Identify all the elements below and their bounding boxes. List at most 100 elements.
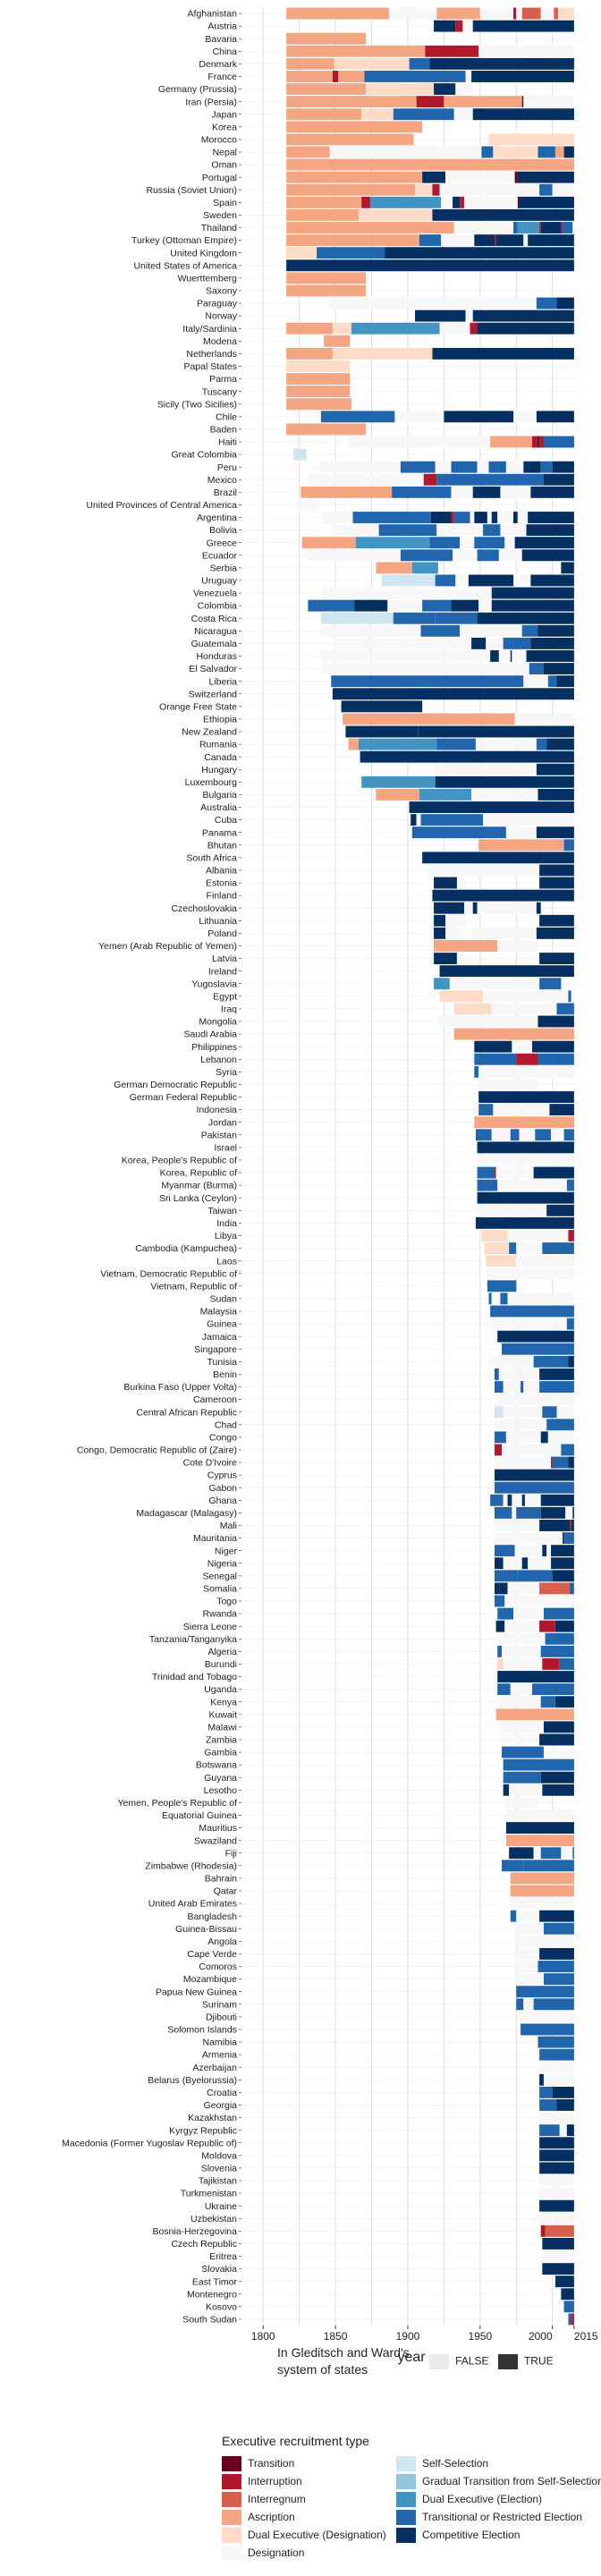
x-tick-label: 2015 [574,2330,598,2343]
state-segment [439,322,470,335]
state-segment [427,864,465,877]
state-segment [528,234,574,247]
state-segment [568,1355,574,1368]
state-segment [549,1104,574,1116]
state-label: Korea, Republic of [160,1168,237,1179]
state-segment [332,524,379,537]
state-segment [571,2313,574,2326]
state-label: Djibouti [206,2012,237,2022]
state-segment [286,222,454,233]
state-segment [539,2174,574,2187]
state-segment [554,146,564,158]
state-segment [542,2250,574,2262]
state-segment [422,171,445,183]
state-segment [538,436,540,448]
state-segment [361,108,394,121]
legend-key-label: Ascription [248,2511,295,2523]
state-segment [286,7,389,20]
state-segment [540,1771,574,1784]
state-segment [572,1506,574,1519]
state-segment [543,1607,574,1620]
state-segment [486,1267,574,1280]
state-segment [561,1444,574,1456]
state-segment [510,1897,574,1910]
state-segment [556,2099,574,2111]
state-segment [460,537,475,549]
state-segment [477,612,574,624]
state-segment [460,524,484,537]
legend-key-item: Designation [222,2544,396,2562]
state-label: Surinam [202,1999,237,2010]
state-segment [500,1292,508,1305]
state-segment [500,486,531,498]
state-segment [286,373,351,386]
state-segment [456,953,466,965]
state-label: Turkey (Ottoman Empire) [131,235,237,246]
state-segment [435,461,452,473]
state-segment [539,2061,574,2073]
state-label: Tunisia [207,1357,238,1368]
state-segment [420,814,484,826]
state-segment [539,978,562,990]
state-segment [338,71,365,82]
state-segment [539,953,574,965]
state-segment [517,512,529,523]
state-segment [472,108,574,121]
state-segment [332,71,339,82]
state-label: Turkmenistan [181,2189,237,2199]
state-segment [366,83,435,96]
state-segment [434,927,445,939]
legend-column-left: Transition Interruption Interregnum Ascript… [222,2454,396,2562]
state-label: United Kingdom [170,248,237,258]
state-label: Niger [215,1546,238,1556]
state-segment [425,45,479,57]
state-segment [504,537,515,549]
state-segment [455,83,473,96]
state-segment [354,599,388,612]
state-label: Papua New Guinea [156,1987,237,1997]
state-segment [434,953,457,965]
state-label: Switzerland [189,689,237,699]
state-segment [435,574,456,587]
state-segment [536,927,574,939]
state-segment [551,1456,553,1469]
state-segment [449,978,473,990]
state-segment [392,486,452,498]
state-segment [495,234,524,247]
legend-key-swatch [396,2510,416,2526]
state-label: Slovakia [201,2264,237,2275]
state-segment [400,461,436,473]
legend-key-label: Dual Executive (Designation) [248,2529,386,2541]
state-label: Cameroon [193,1394,237,1405]
state-label: Benin [213,1369,237,1380]
state-segment [474,512,487,523]
state-segment [434,877,457,889]
state-segment [419,788,472,801]
state-label: Greece [207,538,238,548]
state-label: Sweden [203,210,237,221]
state-segment [381,574,436,587]
state-segment [286,158,574,171]
state-segment [409,801,574,813]
state-segment [434,940,498,952]
state-segment [545,1632,574,1645]
state-segment [456,436,491,448]
state-segment [334,637,472,649]
state-segment [556,1406,574,1419]
state-segment [491,1292,501,1305]
state-segment [361,775,436,788]
state-segment [419,234,442,247]
state-label: Vietnam, Republic of [150,1281,237,1292]
state-segment [509,1847,534,1860]
state-label: Guatemala [191,639,238,649]
state-segment [516,1986,574,1998]
state-segment [465,71,472,82]
state-segment [286,96,417,108]
state-segment [472,978,540,990]
state-segment [516,1973,544,1986]
state-segment [494,234,496,247]
state-label: Ireland [208,966,237,977]
legend-key-item: Dual Executive (Election) [396,2490,571,2508]
state-label: Uzbekistan [190,2214,237,2224]
state-label: Mauritania [193,1533,237,1544]
